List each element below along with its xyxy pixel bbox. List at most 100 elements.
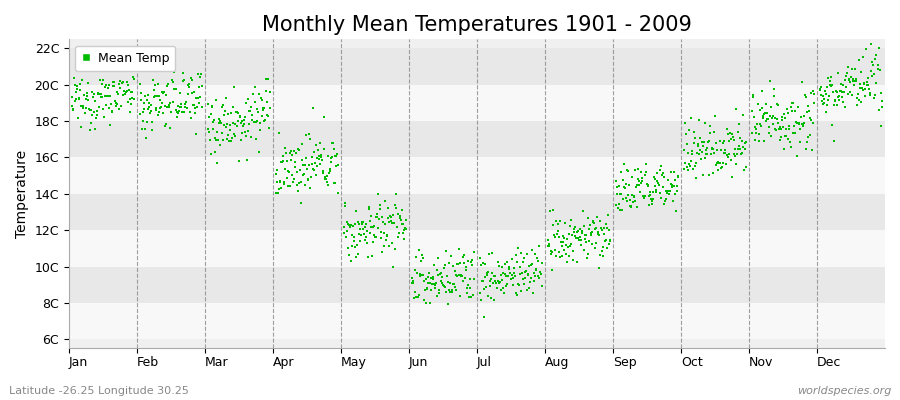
Point — [317, 114, 331, 120]
Point — [158, 92, 173, 99]
Point — [499, 283, 513, 290]
Point — [73, 87, 87, 93]
Point — [634, 180, 648, 186]
Point — [287, 148, 302, 154]
Point — [439, 248, 454, 255]
Point — [397, 226, 411, 233]
Point — [183, 109, 197, 115]
Point — [786, 130, 800, 136]
Point — [751, 121, 765, 128]
Point — [787, 123, 801, 129]
Point — [69, 89, 84, 96]
Point — [148, 82, 163, 88]
Point — [508, 273, 522, 279]
Point — [713, 138, 727, 144]
Point — [192, 99, 206, 106]
Point — [238, 129, 253, 136]
Point — [695, 148, 709, 155]
Point — [570, 228, 584, 235]
Point — [850, 91, 865, 98]
Point — [749, 126, 763, 132]
Point — [230, 123, 244, 129]
Point — [167, 64, 182, 71]
Point — [804, 116, 818, 123]
Point — [375, 214, 390, 220]
Point — [268, 189, 283, 196]
Point — [767, 86, 781, 93]
Point — [666, 198, 680, 204]
Point — [628, 197, 643, 204]
Point — [90, 112, 104, 118]
Point — [67, 74, 81, 81]
Point — [859, 92, 873, 99]
Point — [732, 143, 746, 149]
Point — [563, 241, 578, 248]
Point — [144, 102, 158, 108]
Point — [357, 237, 372, 244]
Point — [417, 296, 431, 303]
Point — [634, 174, 649, 181]
Point — [212, 119, 227, 126]
Point — [379, 237, 393, 243]
Point — [148, 92, 162, 99]
Point — [637, 172, 652, 178]
Point — [325, 154, 339, 161]
Point — [224, 110, 238, 116]
Point — [353, 238, 367, 244]
Point — [683, 114, 698, 121]
Point — [832, 92, 847, 99]
Point — [576, 223, 590, 229]
Point — [341, 245, 356, 252]
Point — [480, 272, 494, 278]
Point — [868, 92, 883, 98]
Point — [361, 254, 375, 261]
Point — [646, 188, 661, 195]
Point — [645, 201, 660, 207]
Point — [222, 122, 237, 128]
Point — [100, 93, 114, 100]
Point — [467, 249, 482, 256]
Point — [318, 174, 332, 180]
Point — [662, 176, 676, 183]
Point — [551, 220, 565, 227]
Point — [707, 113, 722, 120]
Point — [519, 287, 534, 293]
Point — [518, 268, 533, 274]
Point — [168, 106, 183, 113]
Point — [732, 121, 746, 127]
Point — [620, 167, 634, 173]
Point — [286, 176, 301, 182]
Point — [573, 242, 588, 248]
Point — [447, 284, 462, 290]
Point — [156, 90, 170, 96]
Point — [460, 285, 474, 291]
Point — [185, 77, 200, 84]
Point — [583, 222, 598, 228]
Point — [586, 218, 600, 224]
Point — [795, 79, 809, 86]
Point — [677, 166, 691, 172]
Point — [482, 282, 497, 289]
Point — [391, 234, 405, 241]
Point — [756, 115, 770, 121]
Point — [775, 117, 789, 124]
Point — [110, 100, 124, 107]
Point — [312, 156, 327, 162]
Point — [236, 123, 250, 129]
Point — [338, 200, 353, 207]
Point — [410, 270, 425, 277]
Point — [378, 221, 392, 228]
Point — [274, 158, 288, 165]
Point — [458, 275, 473, 282]
Point — [462, 294, 476, 300]
Point — [176, 77, 191, 83]
Point — [851, 56, 866, 63]
Point — [320, 172, 334, 179]
Point — [778, 133, 792, 140]
Point — [704, 150, 718, 157]
Point — [621, 168, 635, 175]
Point — [342, 252, 356, 258]
Point — [251, 90, 266, 97]
Point — [575, 230, 590, 236]
Point — [348, 244, 363, 250]
